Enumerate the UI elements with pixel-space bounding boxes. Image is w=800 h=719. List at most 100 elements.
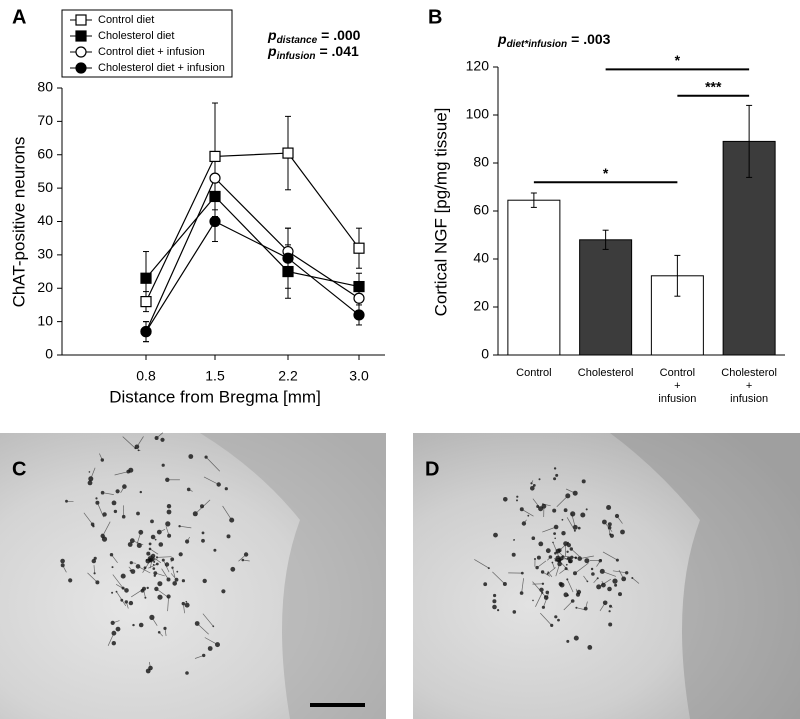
fiber [513,539,515,541]
data-point [353,309,365,321]
fiber [122,436,136,449]
fiber [574,562,589,574]
annotation-text: = .003 [571,31,611,47]
cell [178,552,183,557]
x-tick-label: 2.2 [278,368,298,384]
significance-label: * [675,52,681,68]
y-tick-label: 80 [37,79,53,95]
cell [618,592,622,597]
annotation-subscript: infusion [277,51,316,62]
data-point [209,190,221,203]
cell [226,534,231,539]
fiber [97,502,104,518]
panel-label: C [12,458,26,480]
data-point [140,272,152,284]
cell [166,509,172,515]
y-tick-label: 70 [37,112,53,128]
fiber [566,579,574,593]
cell [581,479,586,484]
cell [558,558,562,562]
cell [158,542,164,547]
cell [620,529,625,535]
fiber [571,548,580,557]
fiber [165,526,170,536]
x-tick-label: 0.8 [136,368,156,384]
cell [536,505,540,508]
legend-marker [75,14,87,26]
cell [111,630,117,636]
fiber [474,559,489,569]
data-point [209,150,221,163]
cell [541,605,546,609]
annotation-symbol: p [267,27,277,43]
fiber [143,588,146,598]
cell [143,566,147,570]
fiber [202,613,214,627]
cell [503,497,508,502]
fiber [136,436,144,447]
x-tick-label: Control [516,367,551,379]
data-point [353,292,365,304]
fiber [222,505,232,521]
cell [152,563,155,566]
cell [153,560,156,563]
cell [557,618,560,622]
cell [492,599,497,604]
cell [563,592,569,598]
cell [150,519,154,524]
y-axis-title: ChAT-positive neurons [9,137,28,308]
cell [170,557,175,562]
fiber [158,632,164,637]
fiber [182,603,185,614]
cell [184,602,190,608]
fiber [120,486,125,493]
cell [91,558,97,564]
cell [115,489,120,494]
cell [561,518,564,521]
fiber [204,637,218,645]
legend-marker [75,30,87,42]
cell [583,606,588,611]
cell [570,511,576,517]
cell [157,594,163,600]
fiber [156,432,164,439]
annotation: pdistance = .000 [267,27,361,46]
fiber [565,488,576,494]
cell [146,586,149,590]
data-point [140,326,152,338]
cell [201,531,205,535]
fiber [531,480,534,484]
annotation-subscript: diet*infusion [507,39,568,50]
cell [493,532,498,538]
cell [607,586,612,592]
fiber [188,489,193,492]
cell [573,635,579,641]
fiber [598,578,612,588]
cell [606,505,612,510]
fiber [555,563,560,577]
cell [554,615,558,619]
cell [149,557,152,560]
fiber [532,498,541,509]
cell [614,583,618,587]
series-line [145,177,360,332]
cell [590,567,594,571]
fiber [196,623,209,635]
annotation-subscript: distance [277,35,318,46]
data-point [140,296,152,308]
fiber [148,661,151,669]
cell [202,578,207,584]
cell [587,645,593,650]
fiber [136,532,142,545]
fiber [604,521,613,532]
legend-label: Control diet [98,14,154,26]
cell [68,578,73,583]
fiber [523,519,527,524]
cell [585,508,588,511]
x-tick-label: Cholesterol [578,367,634,379]
fiber [151,617,158,626]
fiber [102,521,111,537]
cell [93,572,96,575]
series-line [145,152,360,302]
